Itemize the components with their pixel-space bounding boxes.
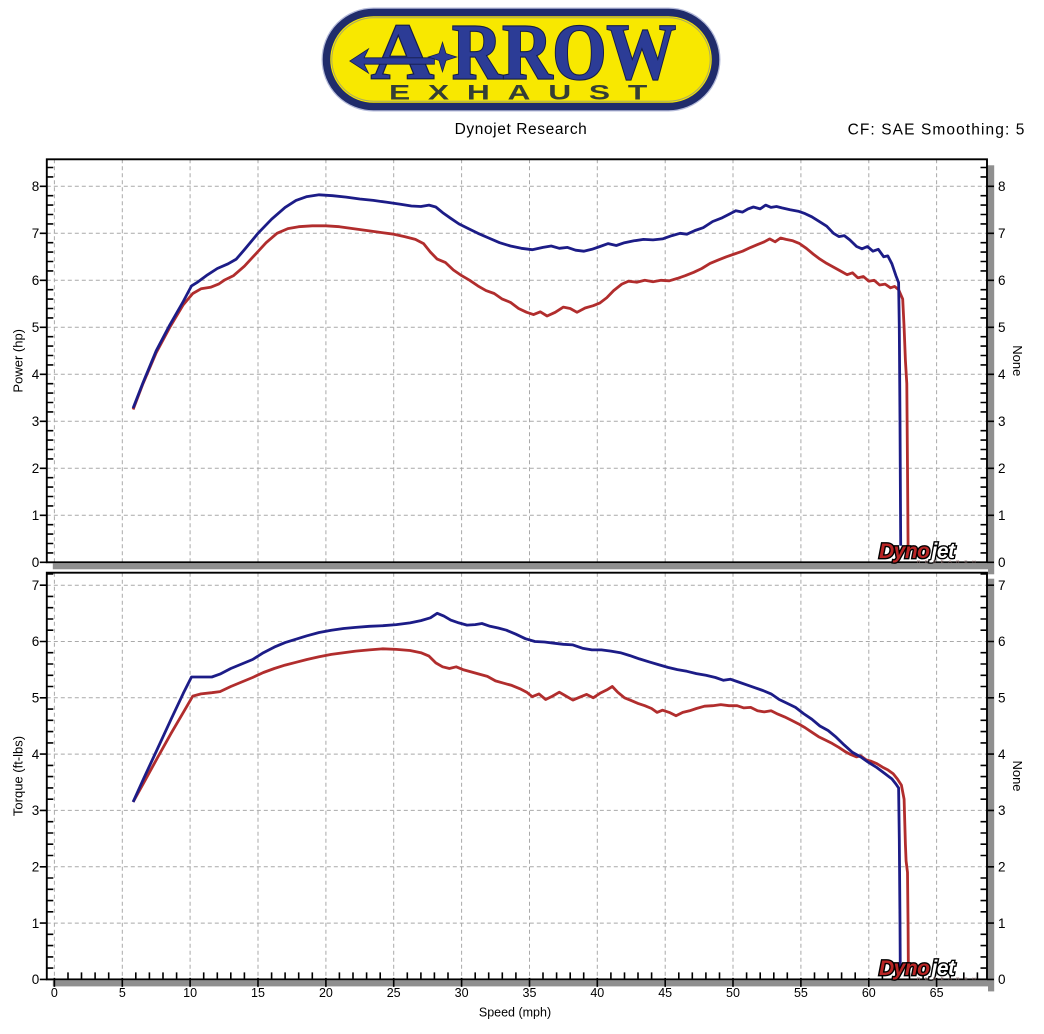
svg-text:0: 0 — [32, 555, 40, 570]
svg-text:2: 2 — [32, 860, 40, 875]
svg-text:jet: jet — [929, 957, 957, 980]
svg-text:1: 1 — [32, 508, 40, 523]
svg-text:A: A — [371, 10, 434, 97]
svg-text:7: 7 — [32, 578, 40, 593]
svg-text:Dyno: Dyno — [879, 540, 930, 563]
svg-text:Power (hp): Power (hp) — [11, 329, 26, 393]
svg-text:7: 7 — [998, 578, 1006, 593]
svg-text:5: 5 — [32, 691, 40, 706]
svg-text:None: None — [1010, 760, 1025, 791]
svg-text:CF: SAE Smoothing: 5: CF: SAE Smoothing: 5 — [848, 122, 1026, 139]
svg-text:0: 0 — [32, 972, 40, 987]
svg-text:60: 60 — [862, 986, 876, 1000]
svg-text:5: 5 — [998, 691, 1006, 706]
svg-text:0: 0 — [998, 972, 1006, 987]
svg-text:7: 7 — [32, 226, 40, 241]
svg-text:50: 50 — [726, 986, 740, 1000]
svg-text:2: 2 — [32, 461, 40, 476]
svg-text:1: 1 — [998, 508, 1006, 523]
svg-text:7: 7 — [998, 226, 1006, 241]
svg-text:Dynojet Research: Dynojet Research — [455, 121, 588, 138]
svg-text:4: 4 — [32, 367, 40, 382]
svg-text:2: 2 — [998, 461, 1006, 476]
svg-text:20: 20 — [319, 986, 333, 1000]
svg-text:6: 6 — [32, 273, 40, 288]
svg-text:65: 65 — [930, 986, 944, 1000]
svg-text:Torque (ft-lbs): Torque (ft-lbs) — [11, 736, 26, 816]
svg-text:45: 45 — [658, 986, 672, 1000]
svg-text:25: 25 — [387, 986, 401, 1000]
svg-text:3: 3 — [998, 414, 1006, 429]
svg-text:3: 3 — [32, 414, 40, 429]
svg-text:8: 8 — [998, 179, 1006, 194]
svg-text:8: 8 — [32, 179, 40, 194]
svg-text:0: 0 — [51, 986, 58, 1000]
svg-text:55: 55 — [794, 986, 808, 1000]
svg-text:2: 2 — [998, 860, 1006, 875]
svg-text:EXHAUST: EXHAUST — [389, 81, 665, 105]
svg-text:RROW: RROW — [452, 10, 676, 97]
svg-text:35: 35 — [523, 986, 537, 1000]
svg-text:6: 6 — [998, 273, 1006, 288]
svg-text:0: 0 — [998, 555, 1006, 570]
svg-text:4: 4 — [998, 367, 1006, 382]
svg-text:1: 1 — [998, 916, 1006, 931]
svg-text:15: 15 — [251, 986, 265, 1000]
svg-text:Speed (mph): Speed (mph) — [479, 1006, 551, 1020]
svg-text:5: 5 — [32, 320, 40, 335]
svg-text:RESEARCH: RESEARCH — [917, 559, 980, 564]
svg-text:RESEARCH: RESEARCH — [917, 976, 980, 981]
svg-text:4: 4 — [32, 747, 40, 762]
svg-text:3: 3 — [32, 803, 40, 818]
svg-text:30: 30 — [455, 986, 469, 1000]
svg-text:40: 40 — [590, 986, 604, 1000]
svg-text:5: 5 — [998, 320, 1006, 335]
svg-text:6: 6 — [32, 634, 40, 649]
svg-text:10: 10 — [183, 986, 197, 1000]
svg-text:5: 5 — [119, 986, 126, 1000]
svg-text:3: 3 — [998, 803, 1006, 818]
svg-text:jet: jet — [929, 540, 957, 563]
svg-text:1: 1 — [32, 916, 40, 931]
svg-text:Dyno: Dyno — [879, 957, 930, 980]
svg-text:6: 6 — [998, 634, 1006, 649]
svg-text:None: None — [1010, 345, 1025, 376]
svg-text:4: 4 — [998, 747, 1006, 762]
